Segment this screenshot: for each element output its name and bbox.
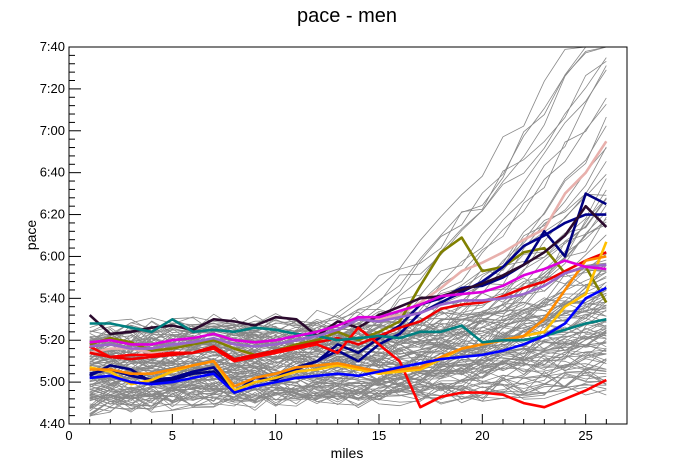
y-tick-label: 5:20 [40, 332, 65, 347]
y-tick-label: 6:20 [40, 207, 65, 222]
background-series-line [89, 358, 607, 417]
series-line [89, 317, 607, 344]
background-series-line [89, 281, 607, 360]
y-axis-label: pace [23, 220, 39, 251]
background-series-line [89, 344, 607, 376]
plot-frame [68, 46, 628, 425]
x-tick-label: 5 [169, 428, 176, 443]
background-series-line [89, 377, 235, 397]
background-series-line [89, 46, 607, 343]
background-series-line [89, 369, 607, 393]
background-series-line [89, 384, 607, 407]
x-axis-label: miles [331, 445, 364, 461]
background-series-line [89, 116, 607, 387]
x-tick-label: 25 [578, 428, 592, 443]
background-series-line [89, 392, 235, 406]
y-tick-label: 6:40 [40, 165, 65, 180]
background-series-line [89, 161, 607, 381]
background-series-line [89, 368, 607, 409]
y-tick-label: 7:20 [40, 81, 65, 96]
background-series-line [89, 301, 607, 365]
background-series-line [89, 374, 607, 402]
chart-title: pace - men [297, 5, 397, 27]
series-line [89, 236, 608, 357]
series-line [89, 259, 607, 346]
y-tick-label: 7:40 [40, 39, 65, 54]
y-tick-label: 5:00 [40, 374, 65, 389]
y-tick-label: 5:40 [40, 290, 65, 305]
y-axis: 4:40 5:00 5:20 5:40 6:00 6:20 6:40 7:00 7:20 7:40 [40, 39, 81, 431]
x-tick-label: 15 [372, 428, 386, 443]
series-line [89, 213, 607, 392]
series-line [89, 263, 607, 350]
y-tick-label: 7:00 [40, 123, 65, 138]
series-line [89, 286, 607, 394]
series-line [89, 255, 607, 388]
x-tick-label: 10 [268, 428, 282, 443]
y-tick-label: 6:00 [40, 248, 65, 263]
x-axis: 0 5 10 15 20 25 [65, 414, 628, 443]
highlighted-series-group [88, 140, 608, 409]
series-line [89, 251, 607, 361]
x-tick-label: 20 [475, 428, 489, 443]
y-tick-label: 4:40 [40, 416, 65, 431]
background-series-line [89, 358, 607, 406]
background-series-line [89, 334, 607, 414]
background-series-line [89, 367, 607, 407]
x-tick-label: 0 [65, 428, 72, 443]
